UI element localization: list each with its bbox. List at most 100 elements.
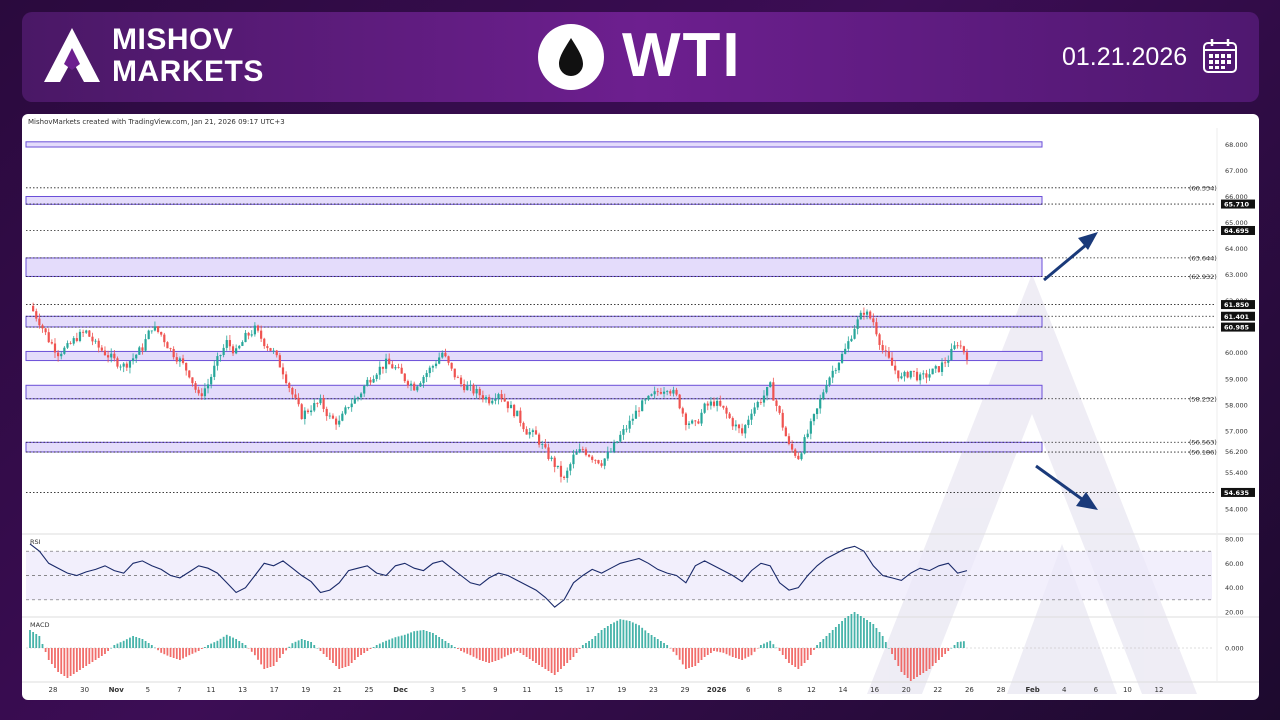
macd-bar xyxy=(316,648,319,649)
candle-body xyxy=(394,367,397,369)
chart-panel[interactable]: 68.00067.00066.00065.00064.00063.00062.0… xyxy=(22,114,1259,700)
candle-body xyxy=(844,348,847,354)
x-tick-label: Nov xyxy=(109,686,125,694)
candle-body xyxy=(915,371,919,381)
macd-bar xyxy=(769,640,772,648)
macd-bar xyxy=(622,619,625,648)
arrow-up-icon xyxy=(1078,232,1098,250)
price-tick-label: 60.000 xyxy=(1225,349,1248,357)
x-tick-label: 17 xyxy=(586,686,595,694)
candle-body xyxy=(125,363,128,368)
macd-bar xyxy=(794,648,797,667)
macd-bar xyxy=(147,643,150,648)
candle-body xyxy=(185,362,188,371)
x-tick-label: 28 xyxy=(49,686,58,694)
macd-bar xyxy=(132,636,134,648)
candle-body xyxy=(260,330,263,339)
macd-bar xyxy=(197,648,200,651)
macd-bar xyxy=(631,622,634,648)
macd-bar xyxy=(806,648,809,660)
candle-body xyxy=(491,400,494,404)
x-tick-label: Feb xyxy=(1025,686,1039,694)
candle-body xyxy=(619,434,622,442)
sr-zone xyxy=(25,257,1043,277)
candle-body xyxy=(869,311,872,319)
candle-body xyxy=(806,433,809,438)
candle-body xyxy=(300,404,303,420)
macd-bar xyxy=(66,648,69,678)
candle-body xyxy=(291,388,294,395)
macd-bar xyxy=(29,630,31,648)
candle-body xyxy=(350,403,353,408)
candle-body xyxy=(778,405,781,413)
macd-bar xyxy=(947,648,950,651)
macd-bar xyxy=(703,648,706,657)
macd-bar xyxy=(866,620,868,648)
candle-body xyxy=(203,388,207,397)
candle-body xyxy=(150,330,153,332)
candle-body xyxy=(819,398,822,409)
macd-bar xyxy=(884,642,887,648)
macd-bar xyxy=(944,648,947,654)
macd-bar xyxy=(272,648,275,666)
macd-bar xyxy=(485,648,487,662)
candle-body xyxy=(787,436,791,445)
macd-bar xyxy=(444,641,447,648)
price-label-box xyxy=(1221,225,1255,235)
macd-bar xyxy=(344,648,347,667)
macd-bar xyxy=(669,648,672,649)
macd-bar xyxy=(531,648,534,661)
candle-body xyxy=(741,428,744,434)
candle-body xyxy=(950,348,953,361)
macd-bar xyxy=(610,624,612,648)
watermark-shape xyxy=(1007,544,1117,694)
candle-body xyxy=(809,421,812,434)
candle-body xyxy=(591,456,594,460)
candle-body xyxy=(653,391,656,395)
candle-body xyxy=(503,398,506,402)
candle-body xyxy=(847,341,850,349)
macd-bar xyxy=(719,648,722,653)
macd-bar xyxy=(747,648,750,657)
candle-body xyxy=(41,325,44,329)
macd-bar xyxy=(925,648,928,671)
rsi-title: RSI xyxy=(30,538,41,546)
candle-body xyxy=(794,449,797,456)
macd-bar xyxy=(282,648,284,654)
candle-body xyxy=(656,391,659,393)
candle-body xyxy=(878,334,881,345)
macd-bar xyxy=(160,648,163,653)
candle-body xyxy=(94,340,97,342)
macd-title: MACD xyxy=(30,621,49,629)
candle-body xyxy=(897,370,900,379)
macd-bar xyxy=(731,648,734,657)
macd-bar xyxy=(544,648,547,669)
macd-bar xyxy=(322,648,325,654)
candle-body xyxy=(131,358,135,362)
macd-bar xyxy=(538,648,541,665)
candle-body xyxy=(400,367,403,374)
macd-bar xyxy=(491,648,494,662)
macd-bar xyxy=(525,648,528,657)
macd-bar xyxy=(475,648,478,659)
macd-bar xyxy=(403,634,406,648)
macd-bar xyxy=(847,616,850,648)
macd-bar xyxy=(472,648,475,657)
chart-canvas[interactable]: 68.00067.00066.00065.00064.00063.00062.0… xyxy=(22,114,1259,700)
candle-body xyxy=(522,422,525,430)
candle-body xyxy=(44,328,47,333)
candle-body xyxy=(469,384,472,386)
macd-bar xyxy=(625,620,628,648)
candle-body xyxy=(784,427,787,437)
candle-body xyxy=(328,415,331,417)
candle-body xyxy=(756,401,759,408)
candle-body xyxy=(63,347,66,354)
candle-body xyxy=(391,364,394,369)
candle-body xyxy=(138,347,141,355)
brand-line1: MISHOV xyxy=(112,23,234,56)
candle-body xyxy=(965,352,969,360)
macd-bar xyxy=(641,627,644,648)
candle-body xyxy=(603,458,606,466)
macd-bar xyxy=(725,648,728,655)
macd-bar xyxy=(763,643,765,648)
